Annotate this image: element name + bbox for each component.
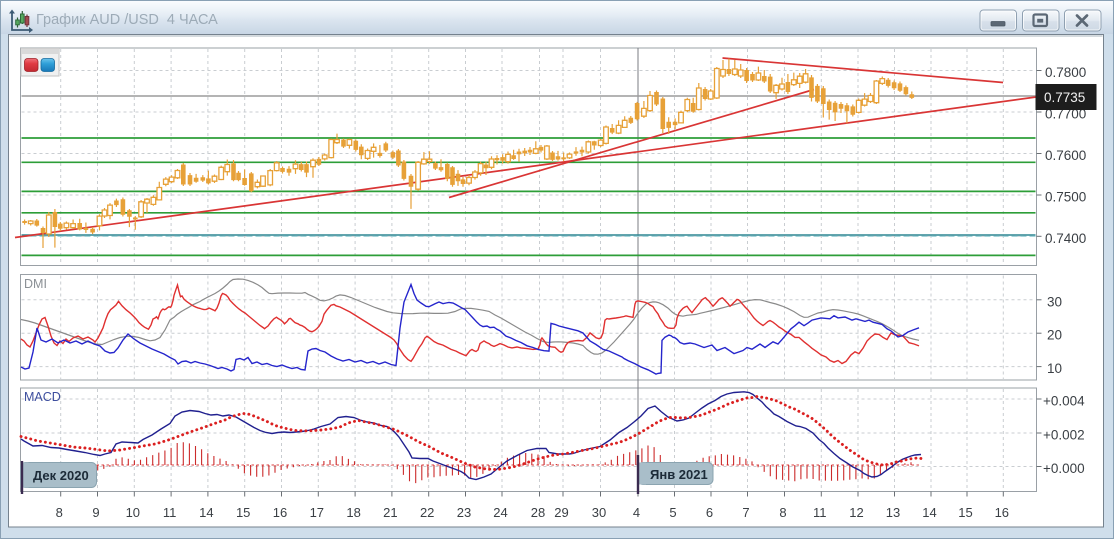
svg-text:12: 12 [849,505,863,520]
svg-text:22: 22 [420,505,434,520]
svg-text:0.7800: 0.7800 [1045,65,1086,80]
svg-text:0.7700: 0.7700 [1045,107,1086,122]
svg-text:5: 5 [669,505,676,520]
svg-text:10: 10 [126,505,140,520]
svg-text:8: 8 [779,505,786,520]
svg-text:24: 24 [493,505,507,520]
svg-text:9: 9 [92,505,99,520]
svg-text:15: 15 [236,505,250,520]
svg-text:28: 28 [531,505,545,520]
svg-text:14: 14 [922,505,936,520]
svg-text:8: 8 [56,505,63,520]
svg-text:0.7600: 0.7600 [1045,148,1086,163]
svg-text:0.7400: 0.7400 [1045,231,1086,246]
svg-text:График AUD /USD 4 ЧАСА: График AUD /USD 4 ЧАСА [36,12,218,28]
svg-text:MACD: MACD [24,390,61,404]
svg-text:10: 10 [1047,361,1062,376]
svg-text:16: 16 [995,505,1009,520]
svg-text:20: 20 [1047,328,1062,343]
svg-text:18: 18 [346,505,360,520]
svg-text:21: 21 [383,505,397,520]
svg-text:+0.002: +0.002 [1043,428,1085,443]
svg-text:17: 17 [310,505,324,520]
svg-text:7: 7 [742,505,749,520]
svg-text:11: 11 [813,505,827,520]
svg-text:0.7735: 0.7735 [1044,90,1085,105]
svg-text:6: 6 [706,505,713,520]
svg-text:+0.004: +0.004 [1043,394,1085,409]
svg-text:30: 30 [592,505,606,520]
svg-text:13: 13 [886,505,900,520]
svg-text:+0.000: +0.000 [1043,461,1085,476]
svg-text:29: 29 [554,505,568,520]
svg-text:Янв 2021: Янв 2021 [650,467,708,482]
svg-text:Дек 2020: Дек 2020 [33,468,89,483]
svg-text:0.7500: 0.7500 [1045,190,1086,205]
svg-text:14: 14 [199,505,213,520]
svg-text:16: 16 [273,505,287,520]
svg-text:11: 11 [163,505,177,520]
svg-text:4: 4 [633,505,640,520]
svg-text:23: 23 [457,505,471,520]
svg-text:15: 15 [958,505,972,520]
svg-text:DMI: DMI [24,277,47,291]
svg-text:30: 30 [1047,294,1062,309]
